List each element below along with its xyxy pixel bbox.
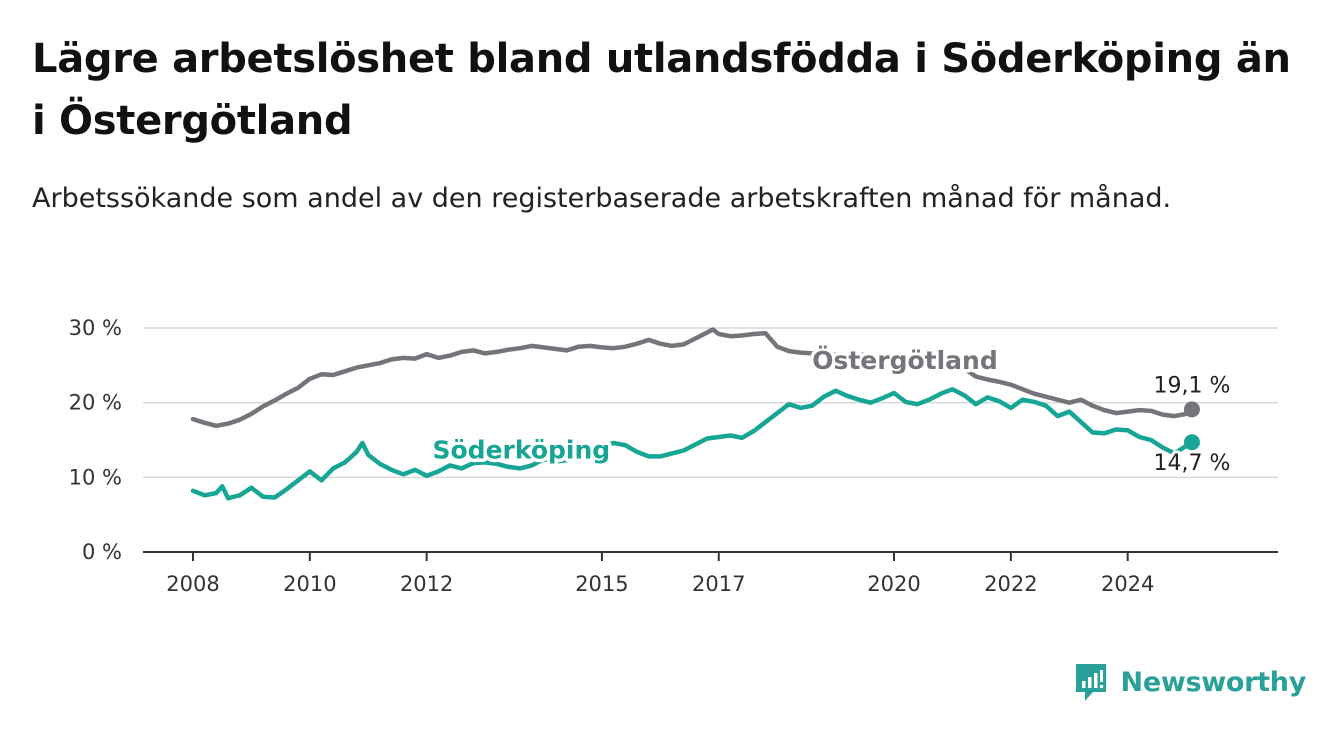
- series-lines: [190, 327, 1200, 501]
- line-chart: 0 % 10 % 20 % 30 % 2008 2010 2012 2015 2017 2020…: [69, 316, 1278, 596]
- series-labels: Östergötland Söderköping 19,1 % 14,7 %: [429, 342, 1233, 480]
- chart-subtitle: Arbetssökande som andel av den registerb…: [32, 183, 1172, 214]
- x-tick-label: 2024: [1101, 572, 1154, 596]
- y-tick-label: 20 %: [69, 391, 122, 415]
- series-line: [190, 386, 1195, 501]
- brand-name: Newsworthy: [1120, 666, 1307, 698]
- x-tick-label: 2015: [575, 572, 628, 596]
- y-tick-label: 0 %: [82, 540, 122, 564]
- x-tick-label: 2008: [166, 572, 219, 596]
- y-axis: 0 % 10 % 20 % 30 %: [69, 316, 122, 564]
- x-tick-label: 2017: [692, 572, 745, 596]
- x-tick-label: 2022: [984, 572, 1037, 596]
- end-value-label: 14,7 %: [1154, 451, 1231, 476]
- y-tick-label: 30 %: [69, 316, 122, 340]
- x-tick-label: 2010: [283, 572, 336, 596]
- series-name-label: Söderköping: [433, 436, 611, 465]
- series-line: [190, 327, 1195, 429]
- x-tick-label: 2020: [867, 572, 920, 596]
- end-point: [1183, 401, 1200, 418]
- gridlines: [143, 327, 1278, 479]
- y-tick-label: 10 %: [69, 465, 122, 489]
- chart-title: Lägre arbetslöshet bland utlandsfödda i …: [32, 36, 1291, 144]
- newsworthy-icon: [1075, 664, 1106, 701]
- end-value-label: 19,1 %: [1154, 373, 1231, 398]
- series-name-label: Östergötland: [812, 345, 998, 375]
- newsworthy-logo: Newsworthy: [1073, 660, 1306, 704]
- x-axis: 2008 2010 2012 2015 2017 2020 2022 2024: [143, 551, 1278, 596]
- x-tick-label: 2012: [400, 572, 453, 596]
- end-point: [1183, 434, 1200, 451]
